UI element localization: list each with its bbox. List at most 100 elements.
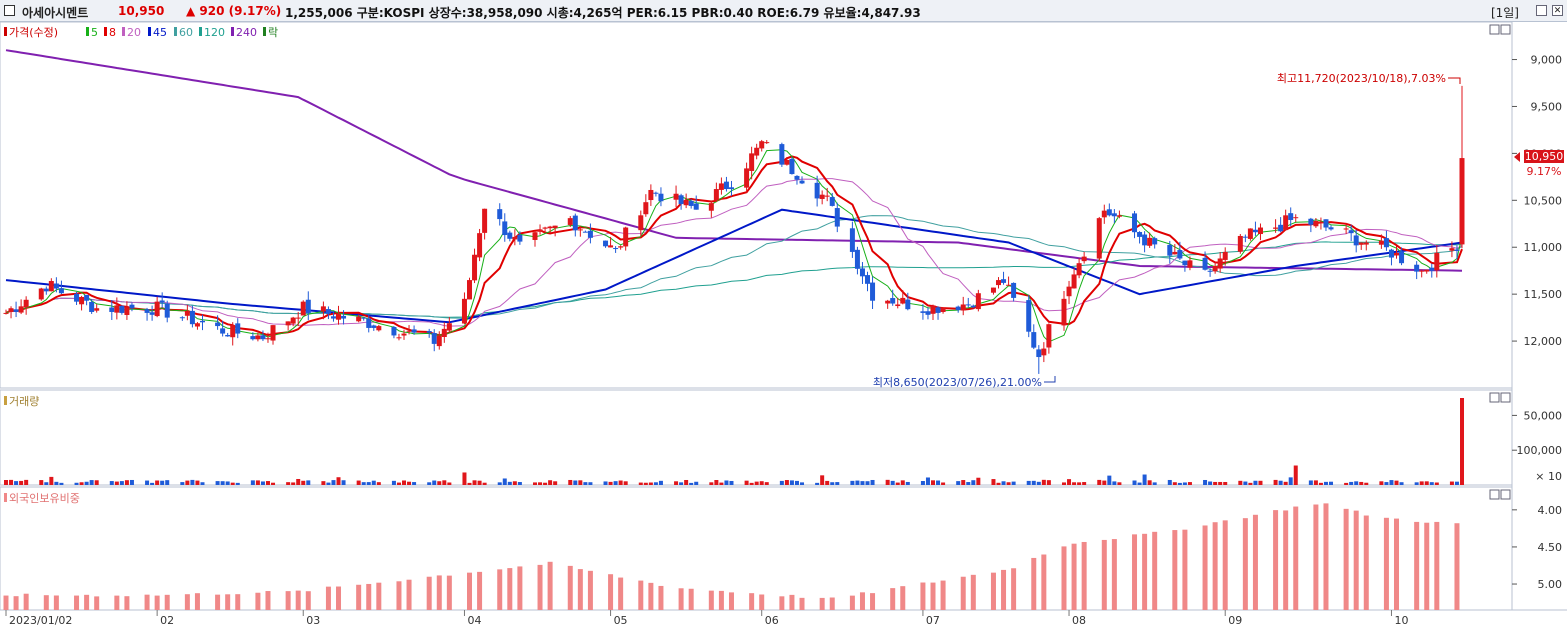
candle: [53, 277, 59, 293]
candle: [184, 304, 190, 321]
candle: [577, 226, 583, 237]
panel-buttons[interactable]: [1489, 24, 1511, 500]
volume-bar: [1273, 479, 1278, 485]
volume-bar: [679, 482, 684, 485]
panel-minimize-icon[interactable]: [1489, 489, 1500, 500]
legend-ma60: 60: [179, 26, 193, 39]
candle-body: [144, 309, 150, 313]
candle-body: [1132, 213, 1138, 233]
candle-body: [638, 215, 644, 231]
foreign-bar: [870, 593, 876, 610]
candle: [1308, 217, 1314, 233]
period-selector[interactable]: [1일]: [1490, 6, 1519, 20]
volume-legend: 거래량: [9, 395, 39, 408]
candle: [1111, 209, 1117, 224]
candle: [1066, 280, 1072, 305]
volume-bar: [402, 480, 407, 485]
candle-body: [79, 296, 85, 305]
candle-body: [1006, 284, 1012, 286]
candle-body: [618, 246, 624, 248]
foreign-bar: [325, 586, 331, 610]
candle-body: [215, 322, 221, 327]
volume-bar: [815, 482, 820, 485]
volume-bar: [301, 480, 306, 485]
foreign-bar: [960, 576, 966, 610]
restore-icon[interactable]: [1536, 5, 1547, 16]
volume-bar: [744, 480, 749, 485]
volume-bar: [1208, 481, 1213, 485]
candle: [965, 297, 971, 308]
candle-body: [270, 325, 276, 341]
volume-bar: [366, 482, 371, 485]
candle-body: [220, 328, 226, 334]
panel-frames: [0, 21, 1567, 611]
volume-bar: [1137, 482, 1142, 485]
panel-minimize-icon[interactable]: [1489, 392, 1500, 403]
candle: [255, 332, 261, 342]
volume-bar: [1036, 481, 1041, 485]
candle: [1237, 233, 1243, 254]
candle: [265, 332, 271, 343]
volume-bar: [820, 475, 825, 485]
volume-bar: [160, 480, 165, 485]
candle: [532, 230, 538, 247]
volume-bar: [1072, 482, 1077, 485]
volume-bar: [497, 482, 502, 485]
candle-body: [532, 232, 538, 240]
volume-bar: [84, 481, 89, 485]
candle: [38, 287, 44, 301]
candle-body: [1147, 237, 1153, 246]
volume-bar: [1283, 481, 1288, 485]
panel-close-icon[interactable]: [1500, 392, 1511, 403]
candle-body: [542, 227, 548, 229]
candle-body: [1257, 227, 1263, 235]
foreign-bar: [1454, 523, 1460, 610]
close-icon[interactable]: ✕: [1552, 5, 1563, 16]
volume-bar: [789, 480, 794, 485]
panel-minimize-icon[interactable]: [1489, 24, 1500, 35]
candle: [507, 230, 513, 242]
window-icon[interactable]: [4, 5, 15, 16]
foreign-bar: [366, 583, 372, 610]
x-tick-label: 02: [160, 614, 174, 627]
candle: [325, 306, 331, 320]
candle-body: [1424, 269, 1430, 272]
candle-body: [441, 328, 447, 337]
foreign-bar: [859, 592, 865, 610]
volume-bar: [608, 481, 613, 485]
x-tick-label: 10: [1394, 614, 1408, 627]
candle: [1424, 269, 1430, 274]
candle: [688, 198, 694, 209]
candle-body: [336, 313, 342, 320]
candle-body: [1419, 270, 1425, 272]
volume-bar: [44, 482, 49, 485]
candle-body: [744, 168, 750, 188]
foreign-bar: [154, 595, 160, 610]
candle-body: [1041, 348, 1047, 356]
candle-body: [1237, 235, 1243, 252]
foreign-bar: [829, 597, 835, 610]
candle: [406, 325, 412, 335]
panel-close-icon[interactable]: [1500, 24, 1511, 35]
volume-bar: [830, 482, 835, 485]
volume-bar: [1041, 479, 1046, 485]
candle-body: [1207, 270, 1213, 272]
foreign-bar: [678, 588, 684, 610]
foreign-bar: [759, 594, 765, 610]
volume-bar: [190, 479, 195, 485]
candle: [1202, 251, 1208, 271]
candle-body: [1378, 240, 1384, 245]
candle-body: [179, 317, 185, 319]
volume-bar: [94, 480, 99, 485]
candle-body: [779, 144, 785, 165]
volume-bar: [724, 480, 729, 485]
foreign-bar: [396, 581, 402, 610]
candle: [759, 139, 765, 152]
volume-bar: [427, 482, 432, 485]
foreign-bar: [799, 597, 805, 610]
candle: [1313, 217, 1319, 228]
candle-body: [446, 323, 452, 331]
volume-bar: [155, 480, 160, 485]
panel-close-icon[interactable]: [1500, 489, 1511, 500]
volume-bar: [396, 482, 401, 485]
